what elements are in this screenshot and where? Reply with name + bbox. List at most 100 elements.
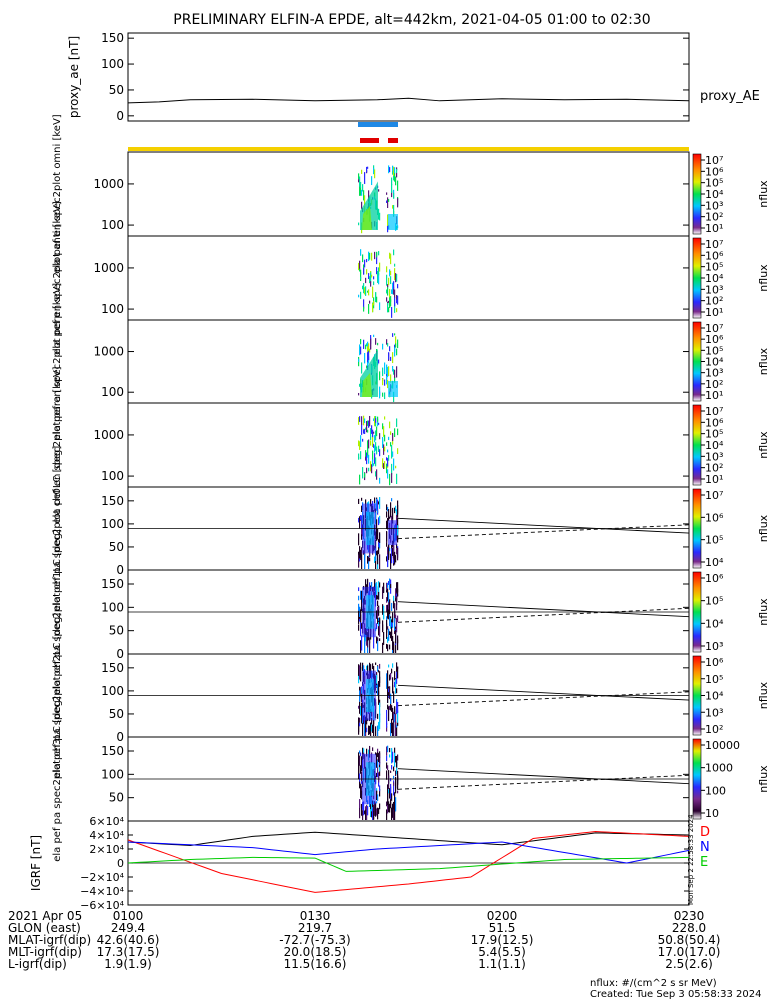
orbit-row-value: 2.5(2.6) bbox=[665, 957, 713, 971]
proxy-ae-ylabel: proxy_ae [nT] bbox=[67, 36, 81, 118]
orbit-row-value: 51.5 bbox=[489, 921, 516, 935]
energy-perp-ylabel: ela pef en spec2plot perp [keV] bbox=[52, 283, 63, 440]
colorbar-tick: 10¹ bbox=[705, 306, 723, 319]
pitch-ch2lc-ytick: 150 bbox=[101, 661, 124, 675]
pitch-ch3lc-ylabel: ela pef pa spec2plot ch3LC [deg] bbox=[52, 696, 63, 862]
pitch-ch2lc-ytick: 0 bbox=[116, 730, 124, 744]
pitch-ch0lc-ytick: 100 bbox=[101, 517, 124, 531]
orbit-row-value: 42.6(40.6) bbox=[97, 933, 160, 947]
colorbar-tick: 10⁶ bbox=[705, 333, 724, 346]
colorbar-tick: 10⁴ bbox=[705, 690, 724, 703]
colorbar-tick: 10³ bbox=[705, 367, 723, 380]
igrf-total-line bbox=[127, 831, 690, 847]
colorbar-tick: 10⁷ bbox=[705, 405, 723, 418]
colorbar-label: nflux bbox=[757, 347, 770, 375]
igrf-ytick: 6×10⁴ bbox=[89, 815, 124, 828]
science-zone-blue-bar bbox=[358, 122, 398, 127]
colorbar-label: nflux bbox=[757, 431, 770, 459]
pitch-ch2lc-ylabel: ela pef pa spec2plot ch2LC [deg] bbox=[52, 613, 63, 779]
orbit-date-label: 2021 Apr 05 bbox=[8, 909, 82, 923]
units-note: nflux: #/(cm^2 s sr MeV) bbox=[590, 978, 717, 989]
colorbar-tick: 10⁶ bbox=[705, 511, 724, 524]
colorbar-tick: 10⁵ bbox=[705, 534, 723, 547]
igrf-legend-n: N bbox=[700, 840, 710, 855]
energy-anti-ytick: 1000 bbox=[93, 261, 124, 275]
pitch-ch1lc-colorbar: 10⁶ 10⁵ 10⁴ 10³ nflux bbox=[692, 571, 770, 653]
pitch-ch2lc-colorbar: 10⁶ 10⁵ 10⁴ 10³ 10² nflux bbox=[692, 655, 770, 736]
science-zone-red-bar-1 bbox=[360, 138, 379, 143]
orbit-row-value: -72.7(-75.3) bbox=[279, 933, 350, 947]
colorbar-tick: 10⁵ bbox=[705, 177, 723, 190]
colorbar-tick: 10⁵ bbox=[705, 595, 723, 608]
igrf-ytick: −2×10⁴ bbox=[80, 871, 124, 884]
energy-para-ytick: 100 bbox=[101, 469, 124, 483]
x-tick-0100: 0100 bbox=[113, 909, 144, 923]
orbit-row-value: 20.0(18.5) bbox=[284, 945, 347, 959]
colorbar-tick: 10¹ bbox=[705, 473, 723, 486]
pitch-ch3lc-panel: 150 100 50 ela pef pa spec2plot ch3LC [deg] bbox=[52, 696, 690, 862]
pitch-ch1lc-ylabel: ela pef pa spec2plot ch1LC [deg] bbox=[52, 529, 63, 695]
orbit-row-value: 228.0 bbox=[672, 921, 706, 935]
science-zone-red-bar-2 bbox=[388, 138, 398, 143]
pitch-ch1lc-panel: 150 100 50 0 ela pef pa spec2plot ch1LC [deg… bbox=[52, 529, 690, 695]
colorbar-tick: 10⁵ bbox=[705, 428, 723, 441]
orbit-row-label: GLON (east) bbox=[8, 921, 81, 935]
colorbar-tick: 10⁶ bbox=[705, 165, 724, 178]
x-tick-0130: 0130 bbox=[300, 909, 331, 923]
colorbar-label: nflux bbox=[757, 514, 770, 542]
pitch-ch0lc-colorbar: 10⁷ 10⁶ 10⁵ 10⁴ nflux bbox=[692, 488, 770, 569]
pitch-ch0lc-panel: 150 100 50 0 ela pef pa spec2plot ch0LC [deg… bbox=[52, 446, 690, 611]
colorbar-tick: 10000 bbox=[705, 739, 740, 752]
energy-omni-ytick: 100 bbox=[101, 218, 124, 232]
colorbar-tick: 10³ bbox=[705, 706, 723, 719]
pitch-ch1lc-ytick: 50 bbox=[109, 624, 124, 638]
energy-perp-panel: 1000 100 ela pef en spec2plot perp [keV] bbox=[52, 283, 690, 440]
colorbar-label: nflux bbox=[757, 681, 770, 709]
orbit-row-value: 1.9(1.9) bbox=[104, 957, 152, 971]
igrf-ytick: 2×10⁴ bbox=[89, 843, 124, 856]
colorbar-tick: 10⁵ bbox=[705, 673, 723, 686]
colorbar-tick: 10⁷ bbox=[705, 154, 723, 167]
colorbar-tick: 10² bbox=[705, 211, 723, 224]
proxy-ae-ytick: 50 bbox=[109, 83, 124, 97]
proxy-ae-ytick: 100 bbox=[101, 57, 124, 71]
orbit-row-value: 1.1(1.1) bbox=[478, 957, 526, 971]
igrf-ytick: −6×10⁴ bbox=[80, 899, 124, 912]
energy-perp-ytick: 100 bbox=[101, 385, 124, 399]
colorbar-tick: 10³ bbox=[705, 640, 723, 653]
colorbar-tick: 10³ bbox=[705, 283, 723, 296]
colorbar-tick: 10⁶ bbox=[705, 656, 724, 669]
colorbar-tick: 10⁴ bbox=[705, 356, 724, 369]
orbit-row-value: 219.7 bbox=[298, 921, 332, 935]
pitch-ch1lc-ytick: 150 bbox=[101, 577, 124, 591]
colorbar-tick: 10⁶ bbox=[705, 249, 724, 262]
pitch-ch0lc-ytick: 50 bbox=[109, 540, 124, 554]
pitch-ch0lc-ytick: 0 bbox=[116, 563, 124, 577]
orbit-row-value: 249.4 bbox=[111, 921, 145, 935]
energy-para-ytick: 1000 bbox=[93, 428, 124, 442]
science-zone-bars bbox=[128, 122, 689, 151]
energy-para-ylabel: ela pef en spec2plot para [keV] bbox=[52, 366, 63, 523]
orbit-row-value: 11.5(16.6) bbox=[284, 957, 347, 971]
orbit-row-label: MLT-igrf(dip) bbox=[8, 945, 82, 959]
x-tick-0200: 0200 bbox=[487, 909, 518, 923]
colorbar-label: nflux bbox=[757, 180, 770, 208]
orbit-table: 2021 Apr 05 0100 0130 0200 0230 GLON (ea… bbox=[8, 909, 720, 971]
energy-omni-ytick: 1000 bbox=[93, 177, 124, 191]
colorbar-label: nflux bbox=[757, 765, 770, 793]
pitch-ch1lc-ytick: 100 bbox=[101, 600, 124, 614]
pitch-ch2lc-ytick: 50 bbox=[109, 707, 124, 721]
orbit-row-value: 17.9(12.5) bbox=[471, 933, 534, 947]
pitch-ch3lc-ytick: 100 bbox=[101, 767, 124, 781]
colorbar-tick: 10² bbox=[705, 723, 723, 736]
orbit-row-label: MLAT-igrf(dip) bbox=[8, 933, 91, 947]
orbit-row-value: 17.0(17.0) bbox=[658, 945, 721, 959]
colorbar-tick: 10⁴ bbox=[705, 439, 724, 452]
proxy-ae-ytick: 0 bbox=[116, 109, 124, 123]
pitch-ch0lc-ytick: 150 bbox=[101, 494, 124, 508]
colorbar-tick: 100 bbox=[705, 784, 726, 797]
colorbar-tick: 10⁷ bbox=[705, 489, 723, 502]
